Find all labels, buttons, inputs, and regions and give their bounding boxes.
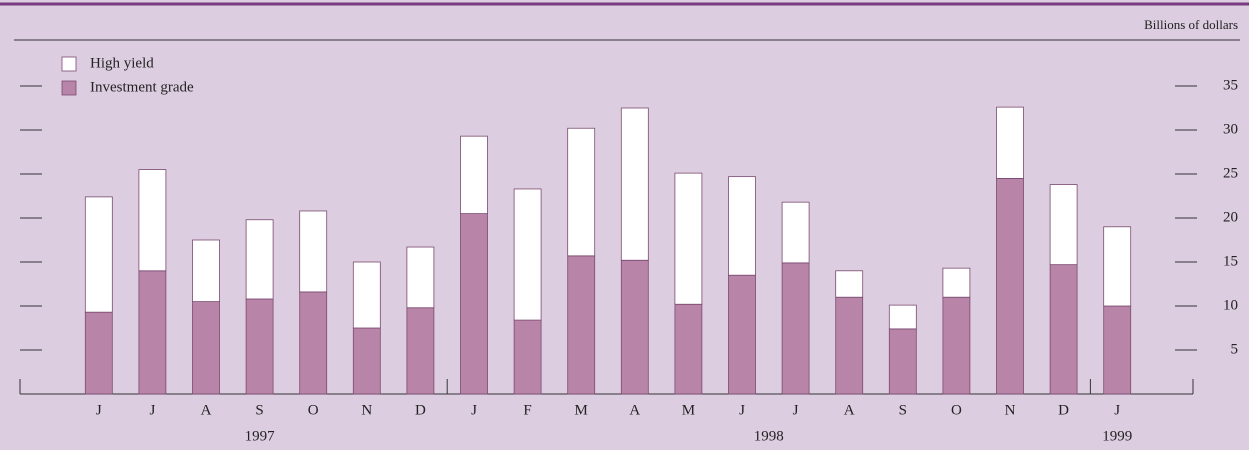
x-tick-label: D (1058, 402, 1069, 418)
bar-segment (460, 135, 488, 215)
unit-label: Billions of dollars (1144, 17, 1238, 32)
x-tick-label: O (308, 402, 319, 418)
x-tick-label: A (629, 402, 640, 418)
legend-label: High yield (90, 55, 154, 71)
bar-segment (567, 255, 596, 395)
x-tick-label: N (1005, 402, 1016, 418)
bar-segment (996, 177, 1024, 395)
bar-segment (942, 267, 971, 298)
bar-segment (513, 188, 542, 321)
x-tick-label: S (899, 402, 907, 418)
bar-segment (835, 296, 864, 395)
bar-segment (728, 274, 756, 395)
bar-segment (84, 196, 113, 313)
y-tick-label: 5 (1231, 341, 1239, 357)
bar-segment (513, 319, 542, 395)
x-tick-label: M (682, 402, 695, 418)
bar-segment (888, 304, 917, 330)
x-tick-label: S (255, 402, 263, 418)
bar-segment (245, 219, 274, 300)
bar-segment (1103, 226, 1132, 307)
bar-segment (674, 172, 703, 305)
bar-segment (1103, 305, 1132, 395)
x-tick-label: J (96, 402, 102, 418)
bar-segment (567, 127, 596, 257)
bar-segment (138, 169, 167, 272)
x-tick-label: J (793, 402, 799, 418)
y-tick-label: 35 (1223, 77, 1238, 93)
bar-segment (138, 270, 167, 395)
bar-segment (460, 213, 488, 395)
x-tick-label: J (1114, 402, 1120, 418)
x-tick-label: M (575, 402, 588, 418)
bar-segment (781, 201, 810, 264)
x-tick-label: A (844, 402, 855, 418)
bar-segment (352, 261, 381, 329)
bar-segment (84, 311, 113, 395)
x-tick-label: J (739, 402, 745, 418)
x-tick-label: N (361, 402, 372, 418)
legend-label: Investment grade (90, 79, 194, 95)
year-label: 1997 (245, 428, 276, 444)
bar-segment (192, 301, 220, 395)
x-tick-label: F (523, 402, 531, 418)
year-label: 1998 (754, 428, 784, 444)
bar-segment (942, 296, 971, 395)
bar-segment (728, 176, 756, 276)
bar-segment (620, 259, 649, 395)
bar-segment (620, 107, 649, 261)
legend-swatch (61, 56, 77, 72)
x-tick-label: A (201, 402, 212, 418)
legend-swatch (61, 80, 77, 96)
bar-segment (888, 328, 917, 395)
y-tick-label: 30 (1223, 121, 1238, 137)
bar-segment (299, 210, 328, 293)
x-tick-label: J (149, 402, 155, 418)
bar-segment (674, 303, 703, 395)
bar-segment (406, 246, 435, 309)
bar-segment (1049, 184, 1078, 266)
year-label: 1999 (1102, 428, 1132, 444)
bar-segment (781, 262, 810, 395)
bar-segment (192, 239, 220, 302)
bar-segment (835, 270, 864, 298)
y-tick-label: 15 (1223, 253, 1238, 269)
bar-segment (245, 298, 274, 395)
bar-segment (996, 106, 1024, 179)
x-tick-label: O (951, 402, 962, 418)
y-tick-label: 20 (1223, 209, 1238, 225)
bar-segment (352, 327, 381, 395)
x-tick-label: J (471, 402, 477, 418)
bar-segment (406, 307, 435, 395)
bar-segment (299, 291, 328, 395)
x-tick-label: D (415, 402, 426, 418)
y-tick-label: 10 (1223, 297, 1238, 313)
bar-segment (1049, 264, 1078, 395)
y-tick-label: 25 (1223, 165, 1238, 181)
